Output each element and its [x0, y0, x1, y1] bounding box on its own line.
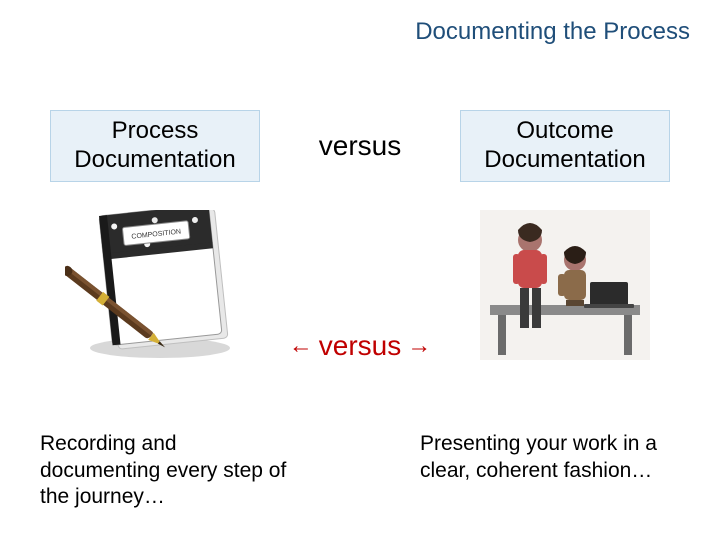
versus-mid-text: versus [319, 330, 401, 362]
outcome-documentation-label: Outcome Documentation [460, 110, 670, 182]
caption-right: Presenting your work in a clear, coheren… [420, 431, 680, 510]
people-presenting-illustration [480, 210, 650, 365]
slide-title: Documenting the Process [415, 18, 690, 46]
arrow-left-icon: ← [289, 332, 313, 360]
left-column-header: Process Documentation [25, 110, 285, 182]
right-column-header: Outcome Documentation [435, 110, 695, 182]
label-text: Process Documentation [74, 117, 235, 173]
arrow-right-icon: → [407, 332, 431, 360]
label-text: Outcome Documentation [484, 117, 645, 173]
versus-mid-row: ← versus → [289, 330, 431, 362]
process-documentation-label: Process Documentation [50, 110, 260, 182]
versus-top-text: versus [285, 130, 435, 162]
notebook-pen-illustration: COMPOSITION [65, 210, 245, 375]
caption-left: Recording and documenting every step of … [40, 431, 300, 510]
captions-row: Recording and documenting every step of … [0, 431, 720, 510]
comparison-header-row: Process Documentation versus Outcome Doc… [0, 110, 720, 182]
